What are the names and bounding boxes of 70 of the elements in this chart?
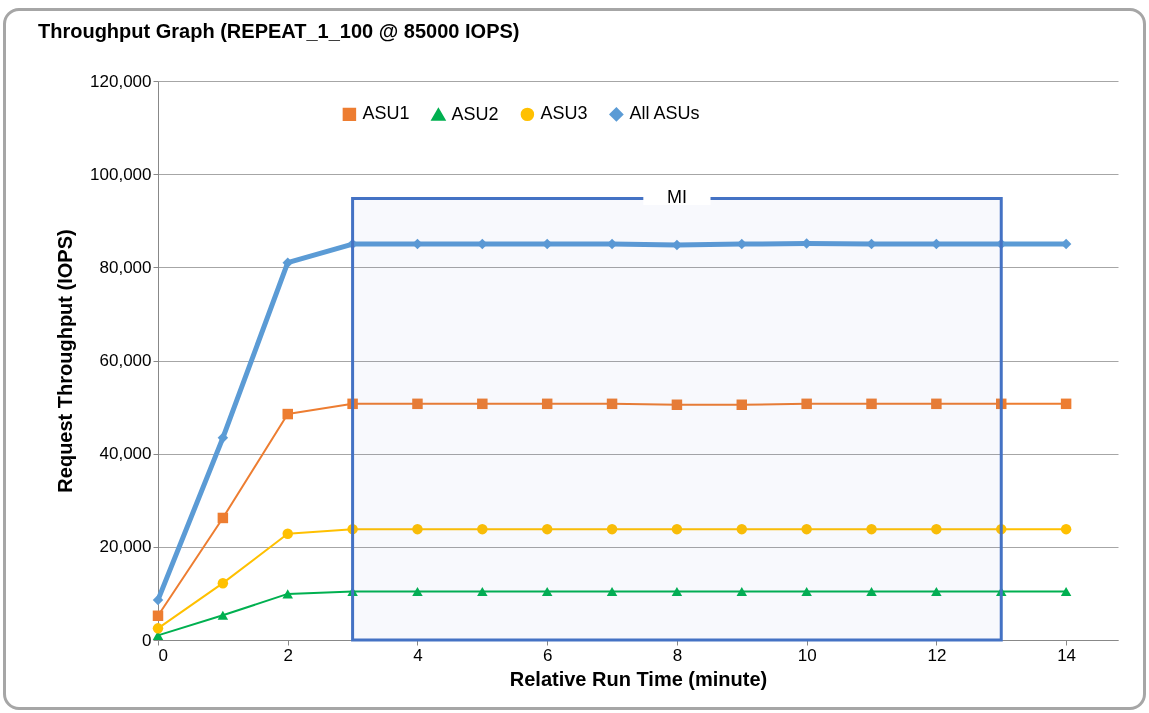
point <box>801 587 812 597</box>
legend-label: All ASUs <box>629 103 700 124</box>
point <box>996 587 1007 597</box>
chart-title: Throughput Graph (REPEAT_1_100 @ 85000 IOPS) <box>38 20 520 42</box>
point <box>477 587 488 597</box>
y-tick-label: 100,000 <box>90 164 152 184</box>
point <box>736 399 748 410</box>
x-tick-label: 2 <box>283 645 293 665</box>
point <box>671 399 683 410</box>
point <box>347 587 358 597</box>
point <box>1060 398 1072 410</box>
point <box>477 398 488 410</box>
point <box>412 398 423 410</box>
point <box>282 408 293 420</box>
point <box>217 432 229 444</box>
point <box>671 523 683 535</box>
y-tick-label: 120,000 <box>90 71 152 91</box>
point <box>606 398 618 410</box>
point <box>412 587 423 597</box>
point <box>671 587 683 597</box>
point <box>996 523 1007 535</box>
y-tick-label: 60,000 <box>99 351 152 370</box>
point <box>347 398 358 410</box>
point <box>152 594 164 606</box>
point <box>152 623 164 634</box>
legend-label: ASU1 <box>362 103 410 124</box>
point <box>152 610 164 622</box>
x-tick-label: 6 <box>542 645 553 665</box>
x-tick-label: 12 <box>927 645 947 665</box>
point <box>931 587 942 597</box>
x-tick-label: 4 <box>413 645 423 665</box>
legend-label: ASU3 <box>540 103 588 124</box>
point <box>282 589 293 599</box>
point <box>282 528 293 540</box>
point <box>477 523 488 535</box>
point <box>217 512 229 524</box>
point <box>217 577 229 589</box>
point <box>412 523 423 535</box>
point <box>541 587 553 597</box>
y-tick-label: 0 <box>142 630 152 650</box>
point <box>801 523 812 535</box>
point <box>282 257 293 268</box>
point <box>1060 587 1072 597</box>
point <box>217 610 229 620</box>
point <box>606 587 618 597</box>
y-axis-title: Request Throughput (IOPS) <box>54 229 77 493</box>
x-tick-label: 8 <box>672 645 683 665</box>
y-tick-label: 80,000 <box>99 257 152 277</box>
point <box>866 398 877 410</box>
point <box>866 523 877 535</box>
legend-label: ASU2 <box>451 103 499 124</box>
point <box>866 587 877 597</box>
x-tick-label: 10 <box>797 645 817 665</box>
point <box>347 523 358 535</box>
x-tick-label: 0 <box>158 645 168 665</box>
x-tick-label: 14 <box>1057 645 1077 665</box>
point <box>541 398 553 410</box>
point <box>1060 523 1072 535</box>
x-axis-title: Relative Run Time (minute) <box>509 667 768 690</box>
y-tick-label: 40,000 <box>99 444 152 464</box>
y-tick-label: 20,000 <box>99 537 152 557</box>
point <box>801 398 812 410</box>
point <box>931 398 942 410</box>
point <box>736 523 748 535</box>
point <box>931 523 942 535</box>
point <box>541 523 553 535</box>
point <box>606 523 618 535</box>
point <box>736 587 748 597</box>
point <box>996 398 1007 410</box>
band-label: MI <box>666 187 687 208</box>
